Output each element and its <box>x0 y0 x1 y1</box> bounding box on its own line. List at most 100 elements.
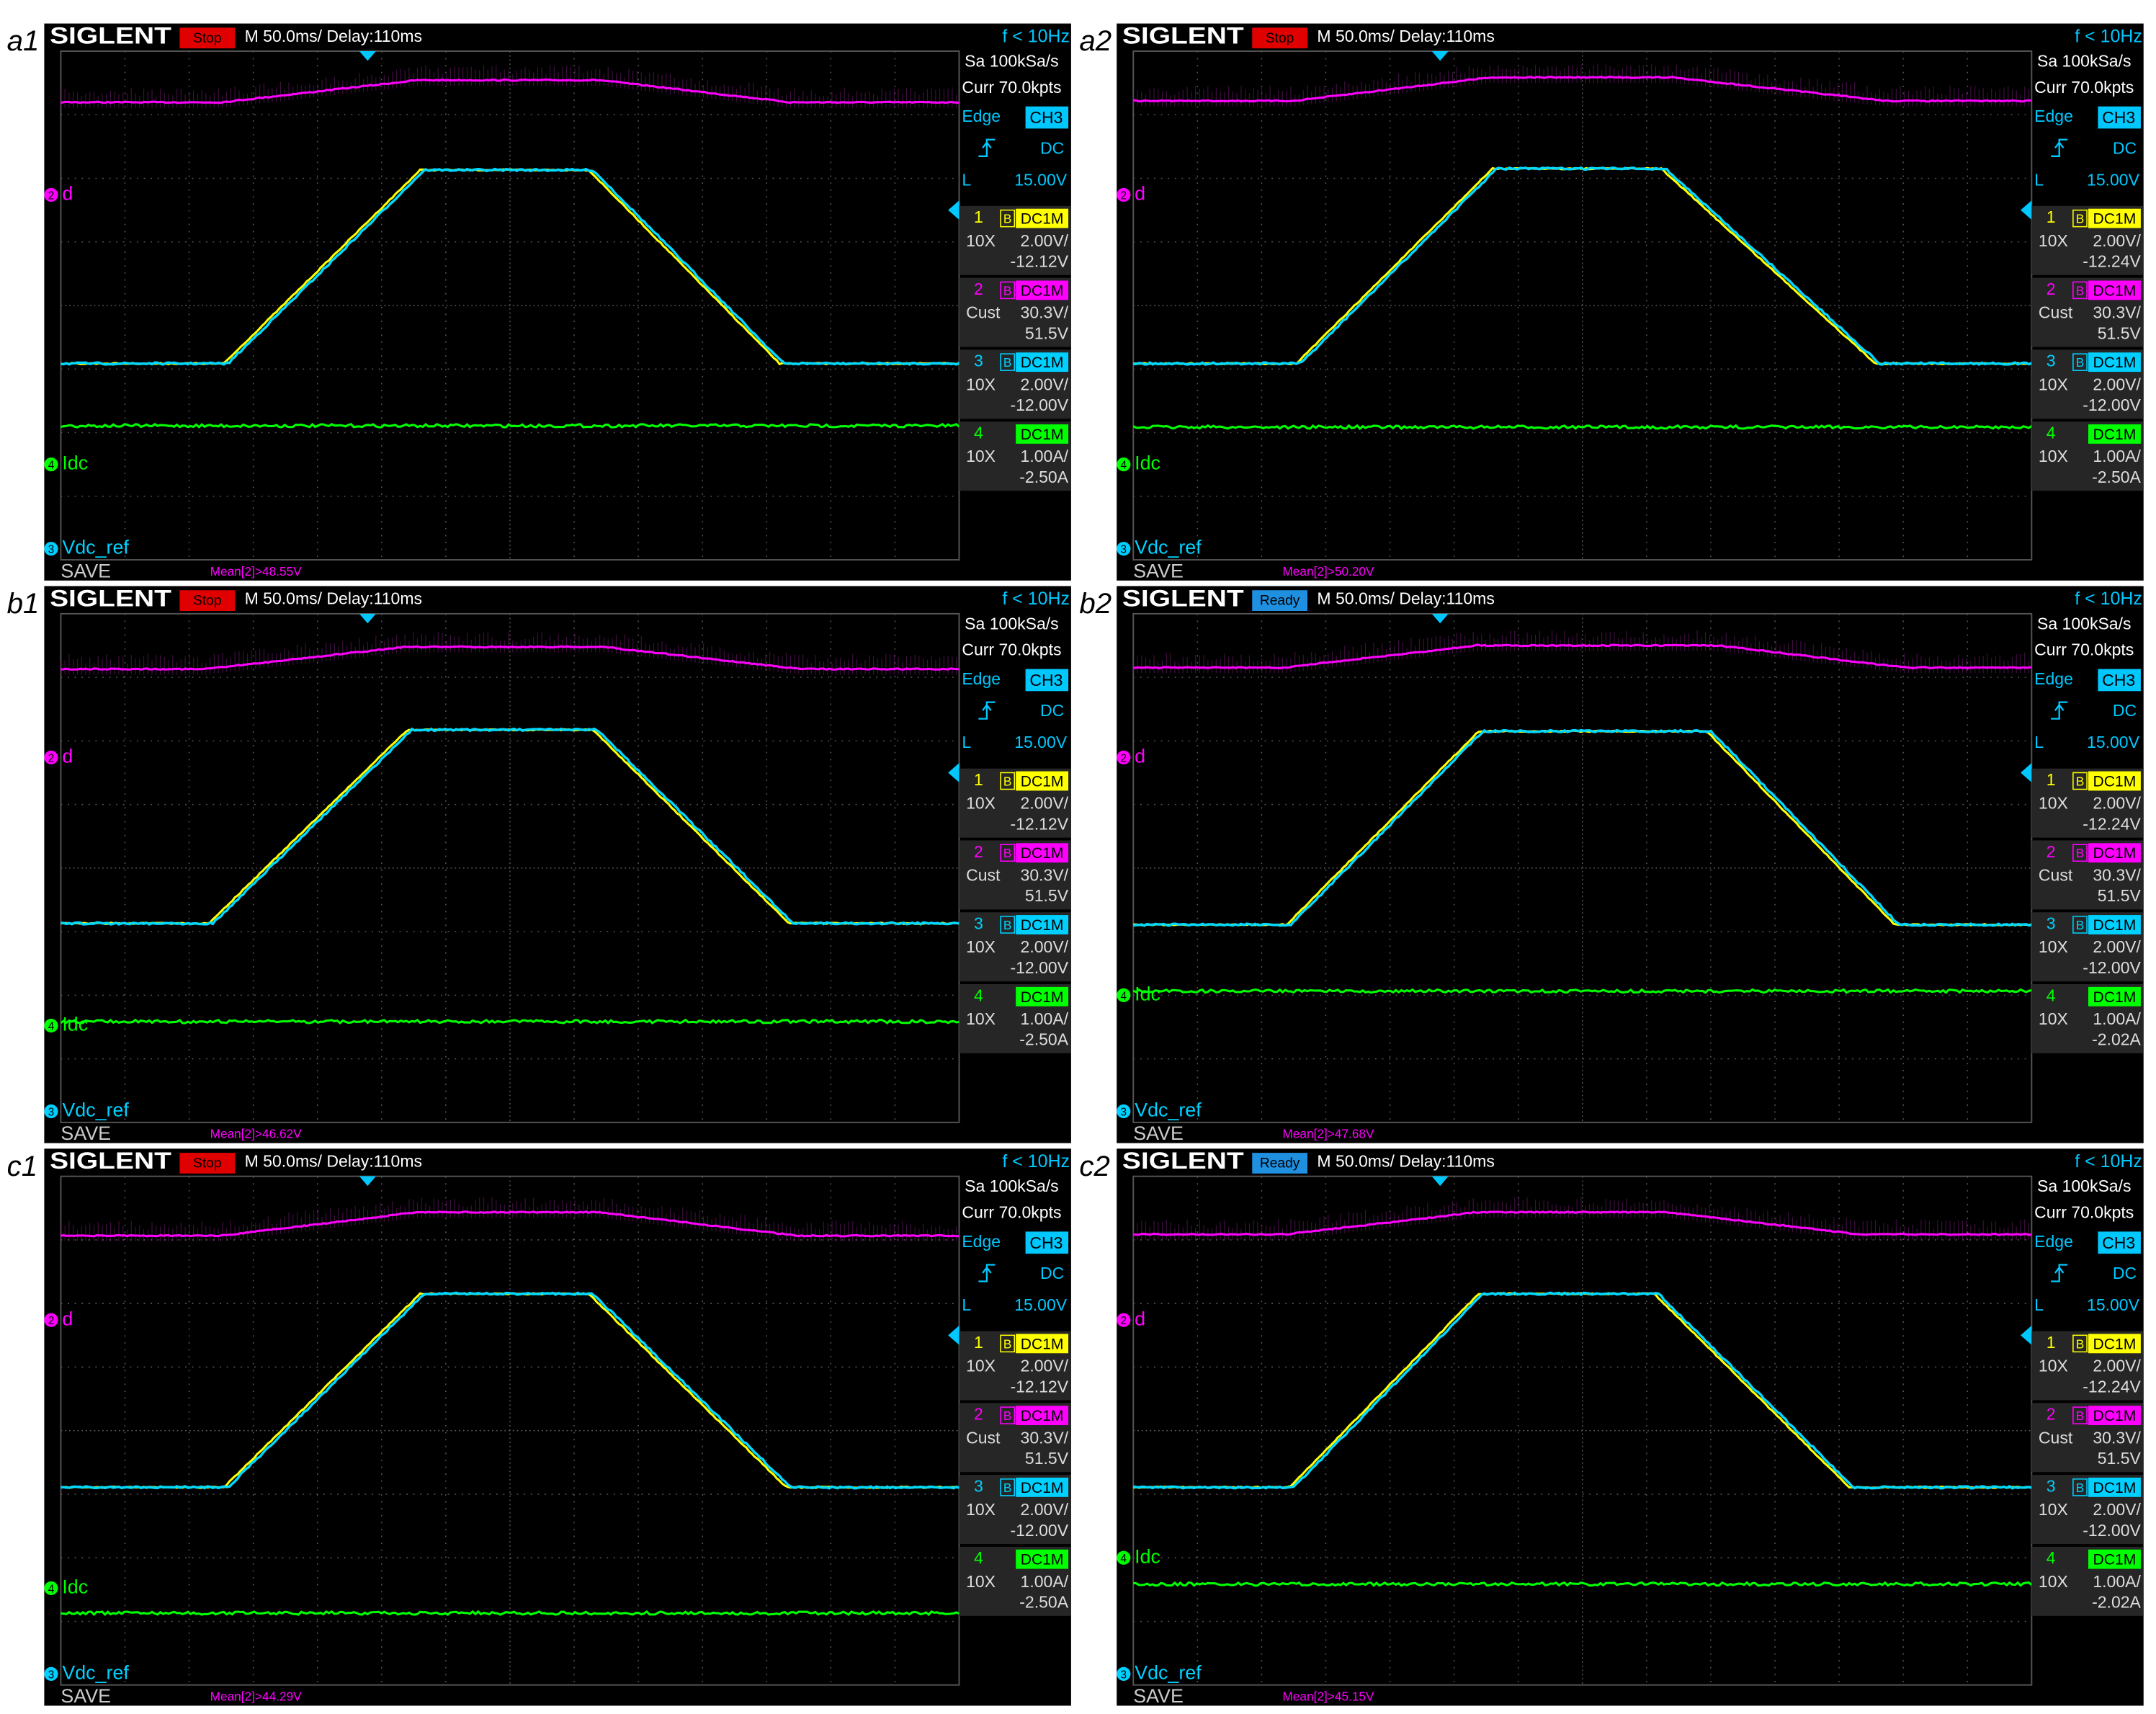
trigger-position <box>359 1176 376 1187</box>
trace-marker-number: 2 <box>1121 1315 1127 1327</box>
trigger-level-value: 15.00V <box>2087 170 2140 189</box>
coupling: DC1M <box>1021 1480 1064 1496</box>
offset: -12.12V <box>1010 1377 1068 1396</box>
bw-box <box>1000 1334 1016 1353</box>
offset: -12.00V <box>2083 396 2141 414</box>
frequency: f < 10Hz <box>2075 589 2142 609</box>
scope-screen: SIGLENT Stop M 50.0ms/ Delay:110ms f < 10Hz… <box>44 1147 1071 1707</box>
offset: 51.5V <box>1025 886 1069 905</box>
channel-number: 4 <box>2047 986 2056 1004</box>
panel-label: a2 <box>1079 24 1111 57</box>
trace-marker-number: 4 <box>1121 990 1127 1002</box>
coupling: DC1M <box>2093 282 2137 299</box>
trigger-coupling: DC <box>2113 1264 2137 1282</box>
scale: 30.3V/ <box>2093 865 2141 884</box>
trigger-coupling: DC <box>1040 138 1064 157</box>
trace-marker <box>1117 1313 1131 1327</box>
trigger-level-value: 15.00V <box>1014 733 1068 751</box>
bw-limit: B <box>1003 212 1012 226</box>
trigger-level-value: 15.00V <box>2087 1295 2140 1314</box>
bw-limit: B <box>2076 355 2085 370</box>
scale: 1.00A/ <box>1021 1572 1069 1591</box>
coupling: DC1M <box>1021 211 1064 228</box>
bw-limit: B <box>1003 355 1012 370</box>
trace-marker <box>1117 988 1131 1002</box>
trace-marker <box>1117 1550 1131 1565</box>
bw-box <box>1000 844 1016 862</box>
offset: -12.00V <box>2083 1521 2141 1540</box>
bw-box <box>2072 844 2088 862</box>
channel-number: 1 <box>974 207 983 226</box>
waveform <box>1132 424 2033 431</box>
trace-marker <box>44 1018 58 1033</box>
coupling-box <box>1016 1477 1069 1497</box>
memory-depth: Curr 70.0kpts <box>962 78 1061 97</box>
bw-box <box>1000 1406 1016 1424</box>
waveform <box>1133 1210 2032 1236</box>
channel-number: 1 <box>2047 770 2056 789</box>
coupling: DC1M <box>2093 354 2137 371</box>
bw-limit: B <box>2076 1409 2085 1423</box>
waveform <box>61 727 960 926</box>
trace-name: Idc <box>62 452 88 474</box>
probe: Cust <box>966 1428 1001 1447</box>
probe: 10X <box>2039 1500 2068 1519</box>
scale: 2.00V/ <box>1021 1357 1069 1375</box>
coupling-box <box>1016 843 1069 863</box>
coupling-box <box>2088 843 2141 863</box>
trace-marker-number: 3 <box>1121 1669 1127 1681</box>
trace-name: d <box>1135 745 1145 767</box>
scale: 2.00V/ <box>1021 937 1069 956</box>
channel-number: 4 <box>2047 1548 2056 1567</box>
channel-number: 3 <box>974 914 983 933</box>
waveform <box>1132 728 2032 927</box>
bw-limit: B <box>1003 918 1012 932</box>
scope-screen: SIGLENT Ready M 50.0ms/ Delay:110ms f < 10H… <box>1117 1147 2144 1707</box>
edge-icon <box>2051 701 2068 720</box>
trace-marker-number: 3 <box>1121 544 1127 556</box>
probe: 10X <box>2039 231 2068 250</box>
trigger-level-value: 15.00V <box>2087 733 2140 751</box>
waveform <box>1133 166 2032 366</box>
probe: 10X <box>966 794 996 813</box>
waveform <box>1132 988 2032 994</box>
offset: 51.5V <box>2098 1449 2142 1468</box>
trace-marker <box>1117 1104 1131 1119</box>
probe: Cust <box>966 865 1001 884</box>
coupling-box <box>2088 1406 2141 1426</box>
trigger-level-label: L <box>962 170 971 189</box>
trigger-level <box>948 200 960 220</box>
coupling-box <box>1016 1334 1069 1354</box>
bw-limit: B <box>1003 774 1012 788</box>
brand: SIGLENT <box>1122 1147 1244 1174</box>
offset: -2.50A <box>1019 1593 1068 1612</box>
status: Ready <box>1260 1156 1300 1171</box>
waveform <box>61 1291 960 1490</box>
waveform <box>1133 643 2032 670</box>
probe: 10X <box>966 1572 996 1591</box>
trigger-position <box>1431 50 1449 61</box>
trace-marker-number: 3 <box>48 544 55 556</box>
scale: 2.00V/ <box>1021 794 1069 813</box>
scale: 2.00V/ <box>2093 1357 2141 1375</box>
bw-box <box>2072 1406 2088 1424</box>
save: SAVE <box>1133 1685 1184 1707</box>
scope-screen: SIGLENT Stop M 50.0ms/ Delay:110ms f < 10Hz… <box>1117 22 2144 581</box>
brand: SIGLENT <box>50 1147 171 1174</box>
sample-rate: Sa 100kSa/s <box>2037 614 2132 633</box>
trigger-source-box <box>1025 1231 1069 1254</box>
offset: -12.00V <box>1010 958 1068 977</box>
coupling-box <box>2088 352 2141 372</box>
trace-marker <box>1117 1666 1131 1681</box>
sample-rate: Sa 100kSa/s <box>965 51 1059 70</box>
probe: 10X <box>966 375 996 393</box>
offset: -12.00V <box>2083 958 2141 977</box>
sample-rate: Sa 100kSa/s <box>965 614 1059 633</box>
scale: 1.00A/ <box>2093 1009 2141 1028</box>
waveform <box>1133 76 2032 103</box>
coupling-box <box>1016 771 1069 791</box>
status: Stop <box>1266 31 1294 46</box>
offset: -2.50A <box>1019 1030 1068 1049</box>
trace-marker-number: 2 <box>48 1315 55 1327</box>
